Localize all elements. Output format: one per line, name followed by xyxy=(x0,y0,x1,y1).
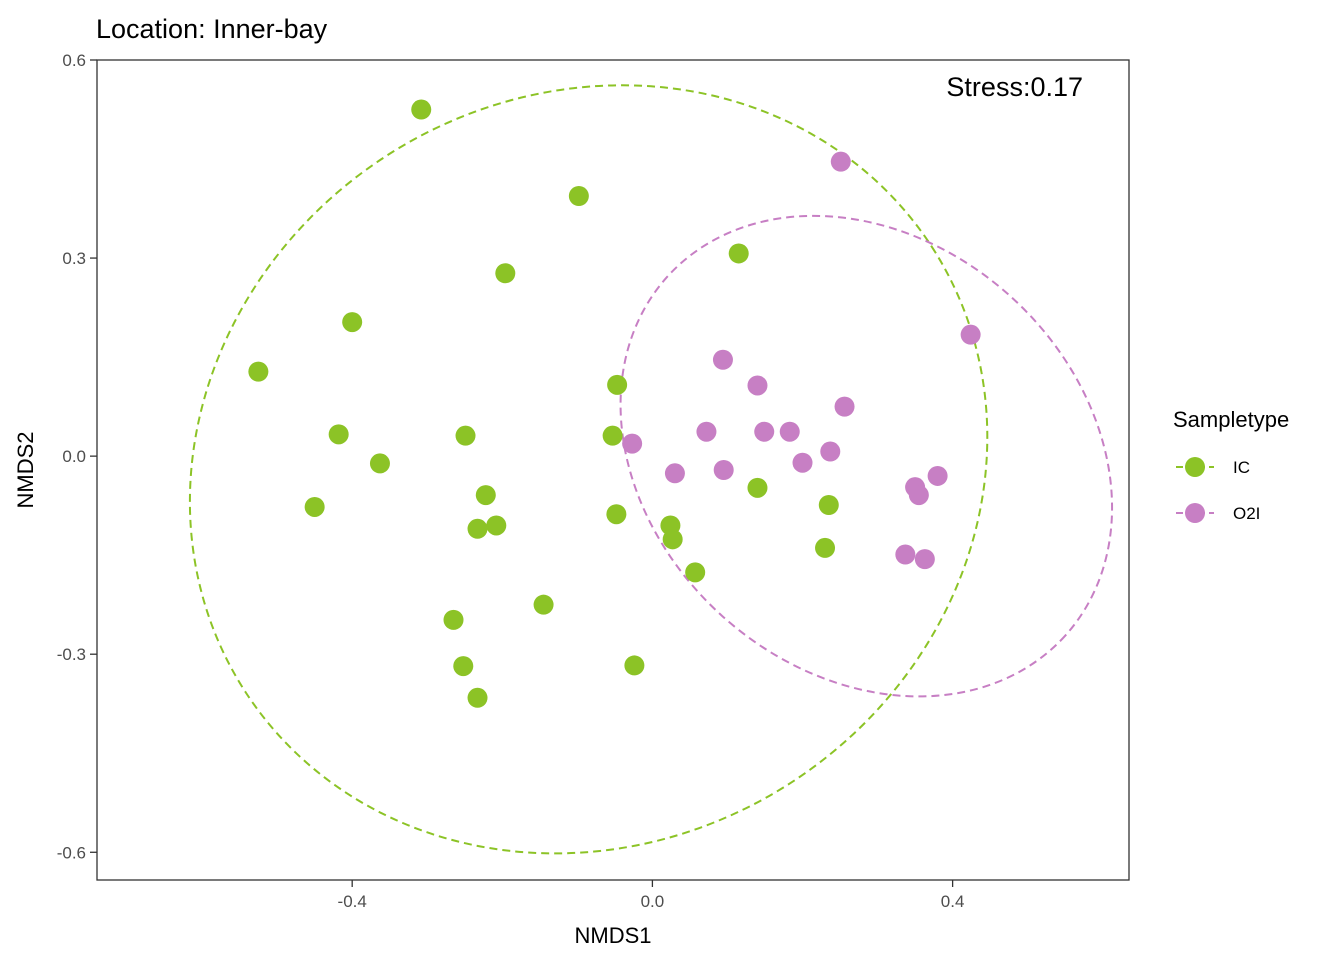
data-point-ic xyxy=(328,424,349,445)
legend: Sampletype IC O2I xyxy=(1173,407,1289,523)
data-point-ic xyxy=(467,687,488,708)
data-point-ic xyxy=(467,518,488,539)
x-axis: -0.4 0.0 0.4 xyxy=(338,880,965,911)
legend-item-label: IC xyxy=(1233,458,1250,477)
data-point-ic xyxy=(443,609,464,630)
data-point-ic xyxy=(533,594,554,615)
data-point-o2i xyxy=(792,452,813,473)
y-tick-label: 0.6 xyxy=(62,51,86,70)
data-point-ic xyxy=(662,529,683,550)
legend-title: Sampletype xyxy=(1173,407,1289,432)
data-point-ic xyxy=(369,453,390,474)
data-point-o2i xyxy=(914,549,935,570)
data-point-o2i xyxy=(754,421,775,442)
data-point-o2i xyxy=(830,151,851,172)
y-tick-label: -0.3 xyxy=(57,645,86,664)
data-point-o2i xyxy=(820,441,841,462)
legend-key-point xyxy=(1185,503,1205,523)
plot-panel-border xyxy=(96,59,1130,881)
data-point-o2i xyxy=(908,485,929,506)
data-point-o2i xyxy=(960,324,981,345)
data-point-ic xyxy=(486,515,507,536)
y-tick-label: 0.3 xyxy=(62,249,86,268)
data-point-o2i xyxy=(779,421,800,442)
data-point-o2i xyxy=(712,349,733,370)
data-point-ic xyxy=(495,263,516,284)
data-point-ic xyxy=(624,655,645,676)
data-point-o2i xyxy=(834,396,855,417)
legend-item-o2i: O2I xyxy=(1176,503,1260,523)
x-tick-label: 0.0 xyxy=(641,892,665,911)
data-point-o2i xyxy=(747,375,768,396)
data-point-ic xyxy=(815,537,836,558)
y-axis-label: NMDS2 xyxy=(13,431,38,508)
data-point-o2i xyxy=(895,544,916,565)
data-point-ic xyxy=(411,99,432,120)
data-point-ic xyxy=(248,361,269,382)
data-point-ic xyxy=(342,312,363,333)
y-axis: 0.6 0.3 0.0 -0.3 -0.6 xyxy=(57,51,97,862)
data-point-ic xyxy=(606,504,627,525)
data-point-o2i xyxy=(664,463,685,484)
data-point-o2i xyxy=(622,433,643,454)
y-tick-label: -0.6 xyxy=(57,843,86,862)
data-point-ic xyxy=(728,243,749,264)
plot-area xyxy=(188,84,1114,855)
data-point-ic xyxy=(453,656,474,677)
data-point-ic xyxy=(818,494,839,515)
data-point-ic xyxy=(607,374,628,395)
data-point-ic xyxy=(747,477,768,498)
confidence-ellipse-o2i xyxy=(619,214,1114,698)
data-point-ic xyxy=(568,186,589,207)
data-point-o2i xyxy=(927,465,948,486)
x-axis-label: NMDS1 xyxy=(574,923,651,948)
legend-item-label: O2I xyxy=(1233,504,1260,523)
stress-annotation: Stress:0.17 xyxy=(946,72,1083,102)
data-point-ic xyxy=(455,425,476,446)
x-tick-label: 0.4 xyxy=(941,892,965,911)
confidence-ellipse-ic xyxy=(188,84,989,855)
data-point-ic xyxy=(602,425,623,446)
legend-key-point xyxy=(1185,457,1205,477)
data-point-ic xyxy=(304,496,325,517)
data-point-ic xyxy=(685,562,706,583)
x-tick-label: -0.4 xyxy=(338,892,367,911)
legend-item-ic: IC xyxy=(1176,457,1250,477)
y-tick-label: 0.0 xyxy=(62,447,86,466)
data-point-ic xyxy=(475,485,496,506)
data-point-o2i xyxy=(713,460,734,480)
chart-title: Location: Inner-bay xyxy=(96,14,328,44)
data-point-o2i xyxy=(696,421,717,442)
